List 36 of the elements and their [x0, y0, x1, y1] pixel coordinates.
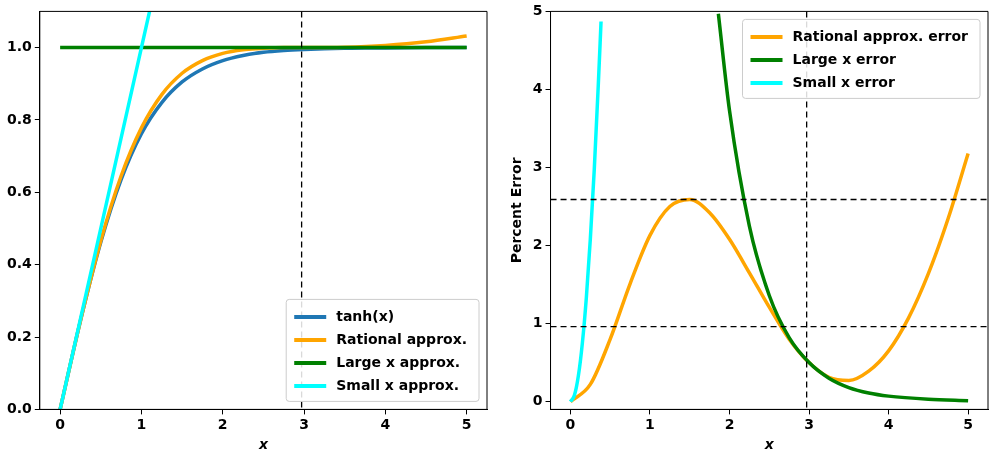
y-tick-label: 0.0: [6, 400, 33, 417]
x-tick-label: 4: [380, 416, 391, 433]
x-tick-label: 0: [565, 416, 576, 433]
x-tick-label: 2: [724, 416, 735, 433]
legend-label: Rational approx.: [336, 330, 468, 347]
legend-label: Large x error: [792, 50, 896, 67]
legend-label: Small x approx.: [336, 376, 460, 393]
y-tick-label: 0.8: [6, 110, 32, 127]
y-tick-label: 0.4: [6, 255, 33, 272]
x-axis-title: x: [763, 436, 775, 453]
legend-label: tanh(x): [336, 307, 395, 324]
y-tick-label: 5: [532, 2, 543, 19]
line-series: [716, 11, 970, 403]
legend-label: Rational approx. error: [792, 27, 969, 44]
y-tick-label: 2: [532, 236, 543, 253]
x-tick-label: 5: [461, 416, 472, 433]
y-tick-label: 0.6: [6, 182, 32, 199]
x-tick-label: 5: [963, 416, 973, 433]
x-tick-label: 3: [299, 416, 309, 433]
x-axis-title: x: [257, 436, 269, 453]
y-tick-label: 3: [532, 158, 543, 175]
y-axis-title: Percent Error: [508, 157, 525, 264]
x-tick-label: 4: [883, 416, 894, 433]
x-tick-label: 1: [136, 416, 147, 433]
line-series: [568, 19, 603, 404]
x-tick-label: 1: [645, 416, 655, 433]
y-tick-label: 1.0: [6, 38, 33, 55]
y-tick-label: 4: [532, 80, 543, 97]
x-tick-label: 2: [217, 416, 228, 433]
legend-label: Large x approx.: [336, 353, 461, 370]
x-tick-label: 0: [55, 416, 66, 433]
legend-label: Small x error: [792, 73, 895, 90]
y-tick-label: 1: [532, 314, 543, 331]
y-tick-label: 0: [532, 392, 543, 409]
x-tick-label: 3: [804, 416, 814, 433]
y-tick-label: 0.2: [6, 327, 32, 344]
